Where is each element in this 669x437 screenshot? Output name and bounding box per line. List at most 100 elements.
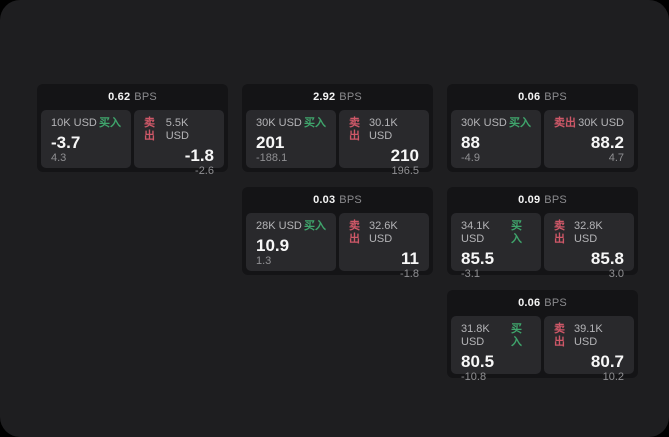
sell-size: 39.1K USD: [573, 323, 603, 348]
buy-tag: 买入: [304, 117, 326, 129]
buy-panel-top: 28K USD 买入: [256, 220, 326, 233]
buy-price: 10.9: [256, 236, 290, 255]
buy-size: 31.8K USD: [461, 323, 490, 348]
sell-tag: 卖出: [144, 117, 155, 142]
sell-size: 30.1K USD: [368, 117, 398, 142]
buy-price: 85.5: [461, 249, 495, 268]
buy-quote-panel[interactable]: 34.1K USD 买入 85.5 -3.1: [451, 213, 541, 280]
spread-bps-unit: BPS: [544, 91, 567, 103]
spread-header: 0.06 BPS: [451, 290, 634, 316]
quote-panels: 10K USD 买入 -3.7 4.3 卖出 5.5K USD -1.8 -2.…: [41, 110, 224, 177]
sell-price: 88.2: [590, 133, 624, 152]
sell-panel-top: 卖出 5.5K USD: [144, 117, 214, 143]
sell-size: 32.6K USD: [368, 220, 398, 245]
spread-bps-value: 2.92: [313, 91, 336, 103]
buy-panel-top: 30K USD 买入: [461, 117, 531, 130]
buy-delta: -188.1: [256, 152, 288, 164]
buy-size: 28K USD: [256, 220, 302, 232]
quote-card: 0.62 BPS 10K USD 买入 -3.7 4.3 卖出 5.5K USD: [37, 84, 228, 177]
buy-price: 80.5: [461, 352, 495, 371]
buy-tag: 买入: [511, 220, 523, 245]
sell-price: 210: [390, 146, 419, 165]
quote-card: 0.09 BPS 34.1K USD 买入 85.5 -3.1 卖出 32.8K…: [447, 187, 638, 280]
buy-panel-top: 31.8K USD 买入: [461, 323, 531, 349]
buy-tag: 买入: [99, 117, 121, 129]
buy-quote-panel[interactable]: 10K USD 买入 -3.7 4.3: [41, 110, 131, 168]
sell-panel-top: 卖出 30.1K USD: [349, 117, 419, 143]
buy-panel-top: 10K USD 买入: [51, 117, 121, 130]
sell-price: 11: [401, 249, 419, 268]
quote-card: 0.06 BPS 30K USD 买入 88 -4.9 卖出 30K USD: [447, 84, 638, 172]
quote-card-grid: 0.62 BPS 10K USD 买入 -3.7 4.3 卖出 5.5K USD: [37, 84, 638, 383]
buy-delta: -4.9: [461, 152, 480, 164]
buy-tag: 买入: [509, 117, 531, 129]
sell-quote-panel[interactable]: 卖出 32.6K USD 11 -1.8: [339, 213, 429, 280]
sell-quote-panel[interactable]: 卖出 5.5K USD -1.8 -2.6: [134, 110, 224, 177]
sell-delta: 10.2: [602, 371, 624, 383]
buy-price: 201: [256, 133, 285, 152]
buy-price: -3.7: [51, 133, 81, 152]
spread-bps-unit: BPS: [544, 194, 567, 206]
buy-delta: 4.3: [51, 152, 67, 164]
sell-size: 32.8K USD: [573, 220, 603, 245]
buy-size: 34.1K USD: [461, 220, 490, 245]
sell-panel-top: 卖出 32.8K USD: [554, 220, 624, 246]
buy-quote-panel[interactable]: 31.8K USD 买入 80.5 -10.8: [451, 316, 541, 383]
buy-tag: 买入: [304, 220, 326, 232]
spread-header: 0.62 BPS: [41, 84, 224, 110]
sell-tag: 卖出: [349, 117, 360, 142]
spread-bps-unit: BPS: [339, 91, 362, 103]
buy-quote-panel[interactable]: 28K USD 买入 10.9 1.3: [246, 213, 336, 271]
sell-panel-top: 卖出 39.1K USD: [554, 323, 624, 349]
spread-header: 0.09 BPS: [451, 187, 634, 213]
sell-tag: 卖出: [554, 323, 565, 348]
spread-header: 2.92 BPS: [246, 84, 429, 110]
sell-delta: 196.5: [391, 165, 419, 177]
spread-header: 0.06 BPS: [451, 84, 634, 110]
quote-card: 0.03 BPS 28K USD 买入 10.9 1.3 卖出 32.6K US…: [242, 187, 433, 280]
sell-price: -1.8: [184, 146, 214, 165]
quote-card: 0.06 BPS 31.8K USD 买入 80.5 -10.8 卖出 39.1…: [447, 290, 638, 383]
sell-quote-panel[interactable]: 卖出 30K USD 88.2 4.7: [544, 110, 634, 168]
quote-panels: 30K USD 买入 201 -188.1 卖出 30.1K USD 210 1…: [246, 110, 429, 177]
buy-size: 10K USD: [51, 117, 97, 129]
sell-delta: 3.0: [608, 268, 624, 280]
quote-panels: 30K USD 买入 88 -4.9 卖出 30K USD 88.2 4.7: [451, 110, 634, 168]
sell-quote-panel[interactable]: 卖出 39.1K USD 80.7 10.2: [544, 316, 634, 383]
quote-panels: 31.8K USD 买入 80.5 -10.8 卖出 39.1K USD 80.…: [451, 316, 634, 383]
buy-panel-top: 34.1K USD 买入: [461, 220, 531, 246]
spread-header: 0.03 BPS: [246, 187, 429, 213]
buy-price: 88: [461, 133, 480, 152]
buy-delta: -10.8: [461, 371, 487, 383]
spread-bps-unit: BPS: [339, 194, 362, 206]
sell-size: 5.5K USD: [165, 117, 189, 142]
sell-tag: 卖出: [349, 220, 360, 245]
spread-bps-unit: BPS: [544, 297, 567, 309]
sell-quote-panel[interactable]: 卖出 32.8K USD 85.8 3.0: [544, 213, 634, 280]
sell-price: 80.7: [590, 352, 624, 371]
buy-tag: 买入: [511, 323, 523, 348]
sell-delta: -1.8: [400, 268, 419, 280]
buy-delta: -3.1: [461, 268, 480, 280]
sell-quote-panel[interactable]: 卖出 30.1K USD 210 196.5: [339, 110, 429, 177]
sell-price: 85.8: [590, 249, 624, 268]
quote-panels: 34.1K USD 买入 85.5 -3.1 卖出 32.8K USD 85.8…: [451, 213, 634, 280]
buy-quote-panel[interactable]: 30K USD 买入 88 -4.9: [451, 110, 541, 168]
sell-panel-top: 卖出 32.6K USD: [349, 220, 419, 246]
spread-bps-value: 0.06: [518, 91, 541, 103]
buy-panel-top: 30K USD 买入: [256, 117, 326, 130]
buy-quote-panel[interactable]: 30K USD 买入 201 -188.1: [246, 110, 336, 168]
sell-tag: 卖出: [554, 117, 576, 129]
spread-bps-value: 0.09: [518, 194, 541, 206]
sell-tag: 卖出: [554, 220, 565, 245]
spread-bps-value: 0.62: [108, 91, 131, 103]
quote-card: 2.92 BPS 30K USD 买入 201 -188.1 卖出 30.1K …: [242, 84, 433, 177]
sell-size: 30K USD: [578, 117, 624, 129]
sell-panel-top: 卖出 30K USD: [554, 117, 624, 130]
buy-size: 30K USD: [461, 117, 507, 129]
buy-delta: 1.3: [256, 255, 272, 267]
spread-bps-unit: BPS: [134, 91, 157, 103]
buy-size: 30K USD: [256, 117, 302, 129]
spread-bps-value: 0.03: [313, 194, 336, 206]
